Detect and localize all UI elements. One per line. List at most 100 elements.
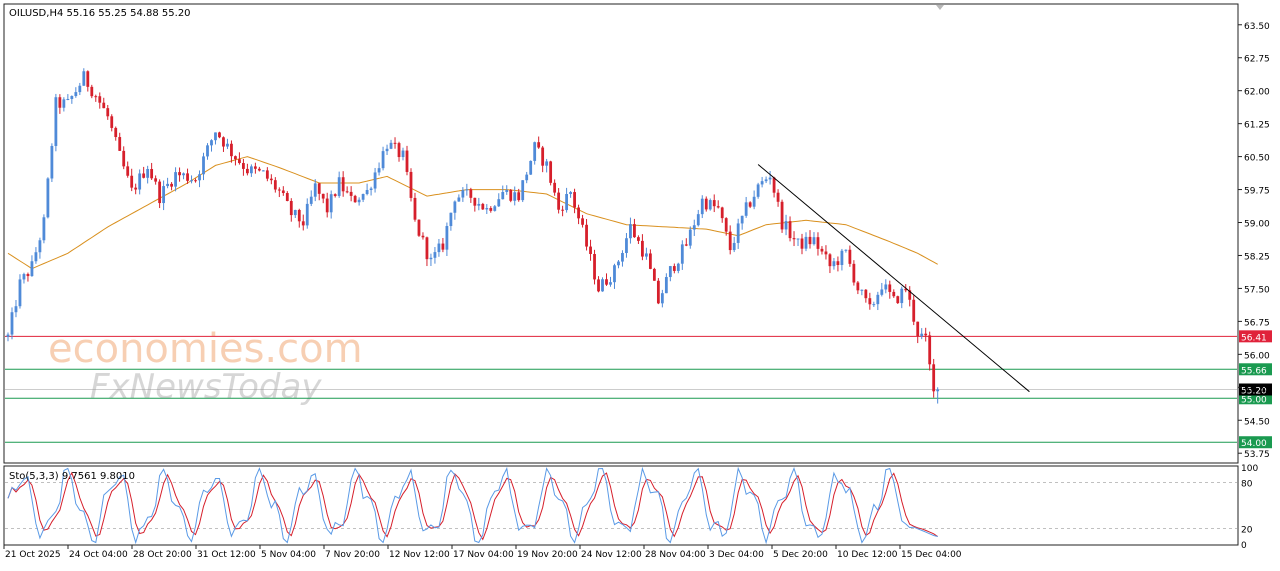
candle-body <box>54 97 58 146</box>
candle-body <box>844 249 848 251</box>
price-tick-label: 55.25 <box>1244 384 1270 394</box>
candle-body <box>377 168 381 173</box>
time-tick-label: 12 Nov 12:00 <box>389 550 450 560</box>
candle-body <box>776 192 780 202</box>
candle-body <box>261 170 265 172</box>
candle-body <box>617 261 620 266</box>
candle-body <box>381 151 385 169</box>
candle-body <box>756 184 760 197</box>
candle-body <box>405 150 409 172</box>
candle-body <box>369 188 373 190</box>
candle-body <box>202 156 205 175</box>
trendline[interactable] <box>757 164 1030 393</box>
candle-body <box>525 174 529 181</box>
candle-body <box>393 142 397 144</box>
candle-body <box>473 197 477 206</box>
candle-body <box>138 173 142 190</box>
candle-body <box>166 183 169 187</box>
candle-body <box>461 190 465 198</box>
stochastic-level-label: 80 <box>1241 479 1253 489</box>
candle-body <box>82 71 86 86</box>
candle-body <box>633 224 636 238</box>
candle-body <box>932 364 936 392</box>
candle-body <box>253 166 257 169</box>
time-tick-label: 5 Nov 04:00 <box>261 550 316 560</box>
candle-body <box>509 189 513 201</box>
candle-body <box>904 288 908 291</box>
candle-body <box>469 189 473 198</box>
candle-body <box>565 194 568 211</box>
candle-body <box>920 333 924 337</box>
candle-body <box>34 252 38 262</box>
candle-body <box>297 209 301 222</box>
candle-body <box>936 389 940 392</box>
candle-body <box>585 224 588 247</box>
candle-body <box>740 215 744 224</box>
candle-body <box>724 218 728 232</box>
price-axis: 63.50 62.75 62.00 61.25 60.50 59.75 59.00 58.25… <box>1238 22 1270 460</box>
candle-body <box>784 221 788 230</box>
candle-body <box>10 312 14 335</box>
stochastic-level-label: 100 <box>1241 464 1258 474</box>
candle-body <box>246 168 249 174</box>
candle-body <box>820 248 824 252</box>
candle-body <box>14 306 18 313</box>
candle-body <box>6 334 10 337</box>
candle-body <box>86 71 90 87</box>
level-label: 56.41 <box>1241 333 1267 343</box>
candle-body <box>325 198 329 213</box>
candle-body <box>928 335 932 365</box>
candle-body <box>186 173 189 181</box>
candle-body <box>836 261 840 265</box>
candle-body <box>409 171 413 198</box>
price-tick-label: 53.75 <box>1244 450 1270 460</box>
candle-body <box>545 161 549 166</box>
candle-body <box>257 168 261 171</box>
current-price-label: 55.20 <box>1241 386 1267 396</box>
candle-body <box>441 243 445 250</box>
candle-body <box>848 249 852 264</box>
candle-body <box>896 296 900 304</box>
candle-body <box>832 261 836 267</box>
candle-body <box>581 218 584 225</box>
candle-body <box>720 207 724 219</box>
candle-body <box>206 145 209 157</box>
candle-body <box>70 96 74 99</box>
level-label: 55.00 <box>1241 395 1267 405</box>
candle-body <box>601 279 604 292</box>
candle-body <box>122 150 126 167</box>
candle-body <box>912 299 916 322</box>
candle-body <box>541 147 545 166</box>
candle-body <box>337 177 341 196</box>
candle-body <box>289 200 293 216</box>
candle-body <box>182 173 185 176</box>
candle-body <box>401 150 405 158</box>
candle-body <box>589 246 592 255</box>
time-tick-label: 3 Dec 04:00 <box>709 550 764 560</box>
candle-body <box>864 289 868 299</box>
candle-body <box>106 108 110 117</box>
stochastic-panel-frame <box>3 465 1239 546</box>
candle-body <box>309 196 313 204</box>
candle-body <box>154 178 158 182</box>
price-tick-label: 59.00 <box>1244 220 1270 230</box>
candle-body <box>768 177 772 180</box>
candle-body <box>313 183 317 197</box>
candle-body <box>605 279 608 285</box>
candle-body <box>888 284 892 292</box>
candle-body <box>457 197 461 202</box>
candle-body <box>884 284 888 290</box>
shift-marker-icon[interactable] <box>936 5 944 10</box>
candle-body <box>30 261 34 277</box>
price-tick-label: 59.75 <box>1244 187 1270 197</box>
candle-body <box>760 181 764 185</box>
candle-body <box>533 142 537 161</box>
candle-body <box>501 191 505 200</box>
candle-body <box>321 193 325 199</box>
candle-body <box>26 274 30 277</box>
candle-body <box>537 142 541 148</box>
candle-body <box>557 192 561 210</box>
candle-body <box>242 163 245 169</box>
